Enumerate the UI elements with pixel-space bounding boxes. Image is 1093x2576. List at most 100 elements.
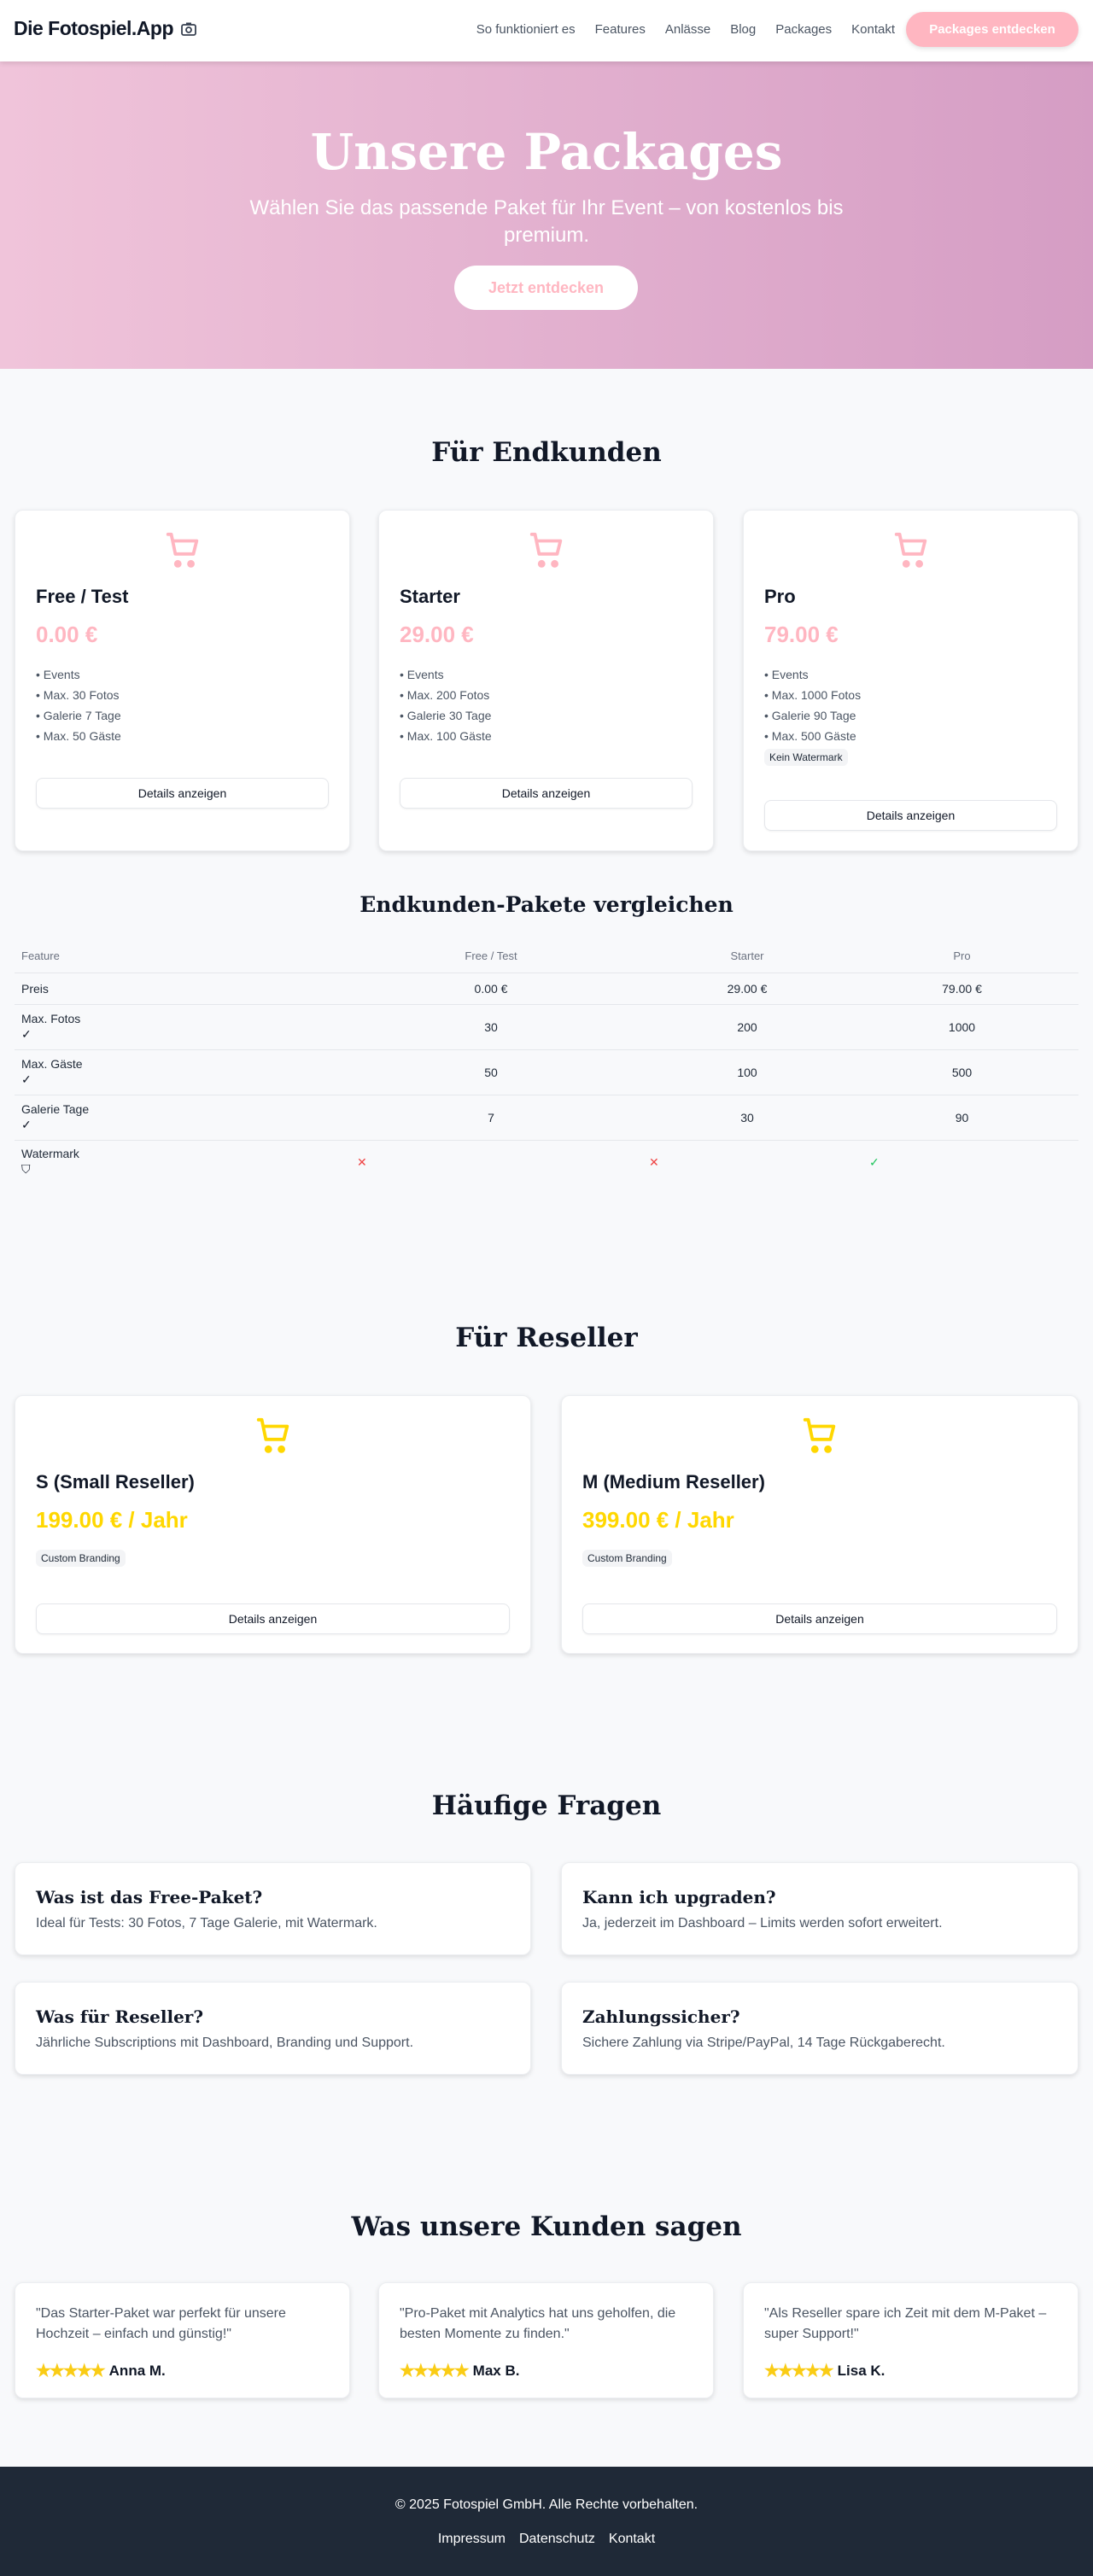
testimonial-card: "Als Reseller spare ich Zeit mit dem M-P… [743, 2282, 1078, 2398]
cart-icon [529, 532, 562, 568]
site-footer: © 2025 Fotospiel GmbH. Alle Rechte vorbe… [0, 2467, 1093, 2576]
package-card-pro: Pro 79.00 € • Events • Max. 1000 Fotos •… [743, 510, 1078, 851]
package-price: 29.00 € [400, 622, 474, 647]
feature-list: • Events • Max. 1000 Fotos • Galerie 90 … [764, 664, 861, 767]
nav-packages[interactable]: Packages [775, 22, 833, 37]
hero-title: Unsere Packages [310, 123, 783, 181]
table-row: Preis 0.00 € 29.00 € 79.00 € [15, 973, 1078, 1005]
cart-icon [166, 532, 198, 568]
cell: 30 [740, 1111, 754, 1124]
kein-watermark-badge: Kein Watermark [764, 749, 848, 766]
testimonial-author: Max B. [472, 2362, 520, 2379]
packages-entdecken-button[interactable]: Packages entdecken [906, 12, 1078, 47]
check-icon: ✓ [21, 1072, 32, 1086]
check-icon: ✓ [869, 1154, 880, 1169]
package-card-starter: Starter 29.00 € • Events • Max. 200 Foto… [378, 510, 714, 851]
details-button[interactable]: Details anzeigen [582, 1603, 1057, 1634]
star-rating-icon: ★★★★★ [400, 2362, 470, 2380]
cell: 29.00 € [727, 982, 768, 996]
nav-features[interactable]: Features [594, 22, 646, 37]
jetzt-entdecken-button[interactable]: Jetzt entdecken [454, 266, 638, 310]
row-label: Preis [21, 982, 49, 996]
feature-item: • Events [764, 668, 809, 681]
details-button[interactable]: Details anzeigen [400, 778, 693, 809]
feature-item: • Max. 200 Fotos [400, 688, 490, 702]
endkunden-heading: Für Endkunden [431, 437, 662, 468]
cell: 30 [484, 1020, 498, 1034]
row-label: Max. Fotos ✓ [15, 1012, 333, 1043]
faq-question: Was für Reseller? [36, 2006, 204, 2027]
feature-item: • Galerie 30 Tage [400, 709, 492, 722]
cart-icon [803, 1417, 836, 1453]
feature-item: • Events [36, 668, 80, 681]
hero-subtitle: Wählen Sie das passende Paket für Ihr Ev… [249, 196, 844, 247]
package-card-free: Free / Test 0.00 € • Events • Max. 30 Fo… [15, 510, 350, 851]
column-header: Free / Test [465, 949, 517, 962]
cross-icon: ✕ [649, 1154, 659, 1169]
package-price: 0.00 € [36, 622, 98, 647]
hero: Unsere Packages Wählen Sie das passende … [0, 61, 1093, 369]
reseller-card-m: M (Medium Reseller) 399.00 € / Jahr Cust… [561, 1395, 1078, 1654]
testimonial-text: "Das Starter-Paket war perfekt für unser… [36, 2306, 286, 2341]
site-header: Die Fotospiel.App So funktioniert es Fea… [0, 0, 1093, 61]
faq-answer: Ideal für Tests: 30 Fotos, 7 Tage Galeri… [36, 1916, 377, 1931]
table-header: Feature Free / Test Starter Pro [15, 939, 1078, 973]
faq-question: Kann ich upgraden? [582, 1887, 776, 1907]
logo[interactable]: Die Fotospiel.App [14, 17, 197, 40]
faq-answer: Ja, jederzeit im Dashboard – Limits werd… [582, 1916, 943, 1931]
details-button[interactable]: Details anzeigen [36, 778, 329, 809]
package-price: 199.00 € / Jahr [36, 1507, 188, 1533]
details-button[interactable]: Details anzeigen [764, 800, 1057, 831]
cross-icon: ✕ [357, 1154, 367, 1169]
testimonial-author: Anna M. [108, 2362, 166, 2379]
copyright: © 2025 Fotospiel GmbH. Alle Rechte vorbe… [395, 2497, 698, 2512]
table-row: Max. Gäste ✓ 50 100 500 [15, 1050, 1078, 1095]
footer-link-kontakt[interactable]: Kontakt [608, 2532, 656, 2546]
row-label: Max. Gäste ✓ [15, 1057, 333, 1088]
cell: 500 [951, 1066, 973, 1079]
cell: 1000 [948, 1020, 976, 1034]
compare-heading: Endkunden-Pakete vergleichen [359, 892, 734, 917]
main-nav: So funktioniert es Features Anlässe Blog… [476, 22, 895, 37]
faq-answer: Jährliche Subscriptions mit Dashboard, B… [36, 2036, 414, 2050]
cell: 100 [737, 1066, 757, 1079]
reseller-heading: Für Reseller [455, 1323, 638, 1353]
faq-question: Was ist das Free-Paket? [36, 1887, 263, 1907]
cell: 50 [484, 1066, 498, 1079]
cell: 0.00 € [474, 982, 508, 996]
testimonial-text: "Pro-Paket mit Analytics hat uns geholfe… [400, 2306, 676, 2341]
cart-icon [256, 1417, 289, 1453]
nav-kontakt[interactable]: Kontakt [851, 22, 895, 37]
faq-item: Was für Reseller? Jährliche Subscription… [15, 1982, 531, 2075]
faq-item: Zahlungssicher? Sichere Zahlung via Stri… [561, 1982, 1078, 2075]
feature-item: • Max. 1000 Fotos [764, 688, 862, 702]
faq-item: Kann ich upgraden? Ja, jederzeit im Dash… [561, 1862, 1078, 1955]
nav-anlaesse[interactable]: Anlässe [664, 22, 711, 37]
feature-list: • Events • Max. 30 Fotos • Galerie 7 Tag… [36, 664, 121, 746]
details-button[interactable]: Details anzeigen [36, 1603, 510, 1634]
footer-link-datenschutz[interactable]: Datenschutz [518, 2532, 595, 2546]
cell: 7 [488, 1111, 494, 1124]
cell: 90 [955, 1111, 969, 1124]
package-price: 79.00 € [764, 622, 839, 647]
nav-blog[interactable]: Blog [730, 22, 757, 37]
package-name: M (Medium Reseller) [582, 1471, 765, 1492]
column-header: Pro [953, 949, 971, 962]
testimonials-heading: Was unsere Kunden sagen [351, 2211, 742, 2242]
compare-table: Feature Free / Test Starter Pro Preis 0.… [15, 939, 1078, 1183]
column-header: Feature [21, 949, 60, 962]
feature-item: • Galerie 90 Tage [764, 709, 856, 722]
nav-so-funktioniert-es[interactable]: So funktioniert es [476, 22, 576, 37]
cell: 79.00 € [942, 982, 982, 996]
faq-answer: Sichere Zahlung via Stripe/PayPal, 14 Ta… [582, 2036, 945, 2050]
faq-heading: Häufige Fragen [431, 1790, 662, 1821]
row-label: Galerie Tage ✓ [15, 1102, 333, 1133]
footer-link-impressum[interactable]: Impressum [437, 2532, 506, 2546]
testimonial-card: "Pro-Paket mit Analytics hat uns geholfe… [378, 2282, 714, 2398]
table-row: Galerie Tage ✓ 7 30 90 [15, 1095, 1078, 1141]
feature-item: • Galerie 7 Tage [36, 709, 121, 722]
star-rating-icon: ★★★★★ [36, 2362, 106, 2380]
shield-icon: ⛉ [21, 1162, 31, 1176]
package-name: Pro [764, 586, 796, 607]
faq-item: Was ist das Free-Paket? Ideal für Tests:… [15, 1862, 531, 1955]
